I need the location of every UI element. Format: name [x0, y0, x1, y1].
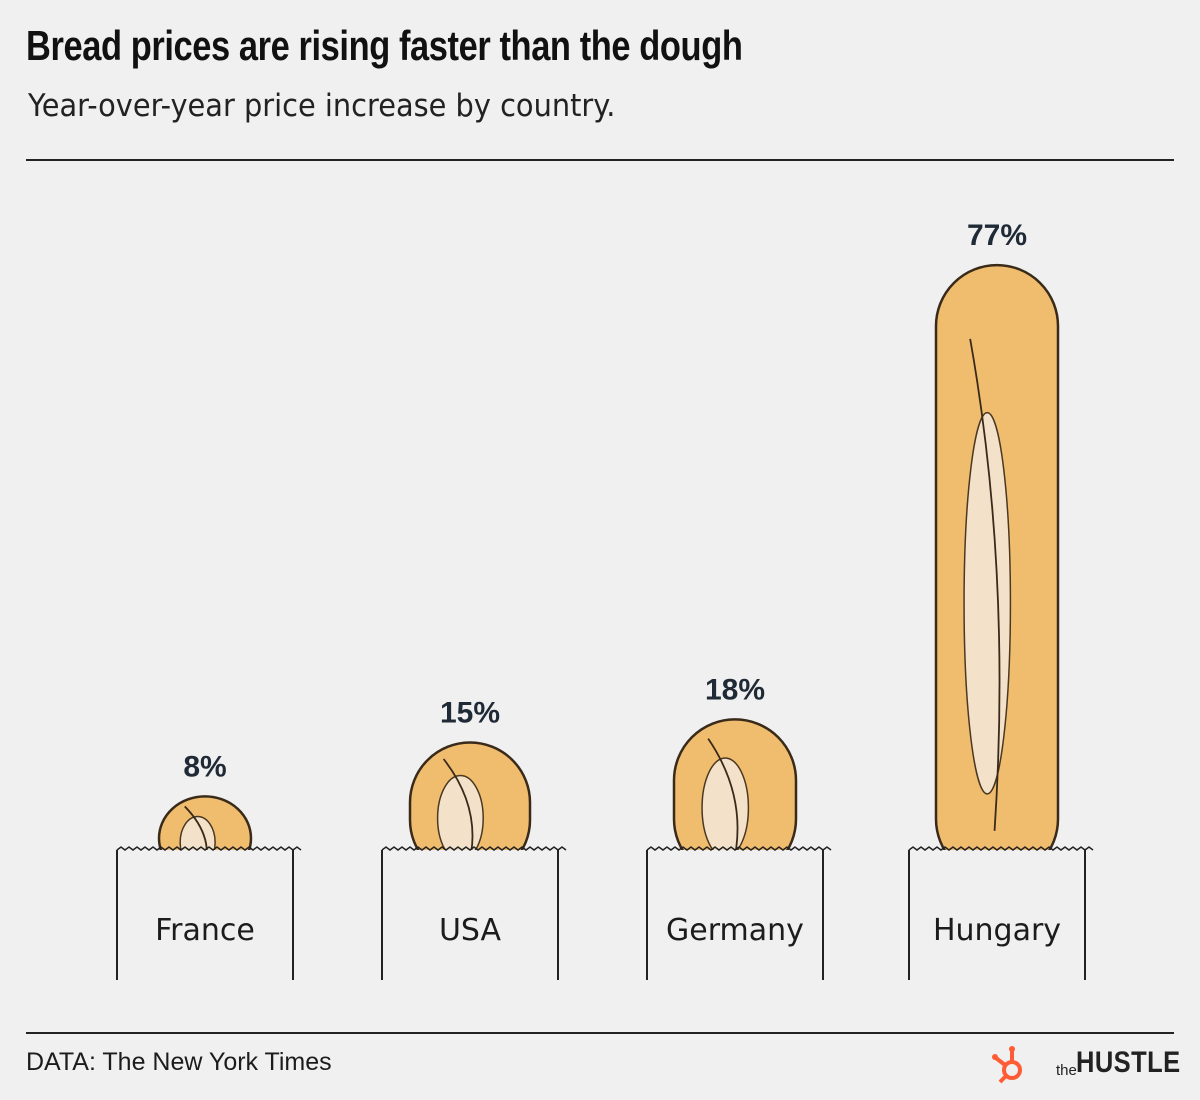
paper-bag-fill: [647, 850, 823, 980]
category-label: France: [155, 913, 255, 948]
paper-bag-edge: [908, 846, 1094, 851]
logo-the: the: [1056, 1062, 1077, 1079]
logo-hustle: HUSTLE: [1076, 1046, 1181, 1079]
paper-bag-fill: [117, 850, 293, 980]
paper-bag-edge: [116, 846, 302, 851]
paper-bag-edge: [381, 846, 567, 851]
paper-bag-fill: [909, 850, 1085, 980]
bread-crumb: [963, 411, 1012, 795]
bread-bar: 18% Germany: [646, 673, 832, 980]
bread-score: [969, 338, 1001, 831]
paper-bag-sides: [646, 850, 824, 980]
category-label: Hungary: [933, 913, 1061, 948]
category-label: USA: [439, 913, 502, 948]
top-divider: [26, 159, 1174, 161]
value-label: 77%: [967, 219, 1027, 252]
paper-bag-edge: [646, 846, 832, 851]
hubspot-sprocket-icon: [992, 1046, 1022, 1084]
value-label: 15%: [440, 697, 500, 730]
bread-bar: 8% France: [116, 750, 302, 980]
hustle-logo: the HUSTLE: [990, 1040, 1180, 1086]
source-note: DATA: The New York Times: [26, 1048, 332, 1076]
bread-chart: 8% France 15% USA 18% Germany 77% Hungary: [116, 219, 1094, 980]
bottom-divider: [26, 1032, 1174, 1034]
paper-bag-sides: [116, 850, 294, 980]
bread-bar: 77% Hungary: [908, 219, 1094, 980]
paper-bag-sides: [381, 850, 559, 980]
value-label: 8%: [183, 750, 226, 783]
chart-subtitle: Year-over-year price increase by country…: [28, 88, 616, 124]
category-label: Germany: [666, 913, 804, 948]
value-label: 18%: [705, 673, 765, 706]
bread-bar: 15% USA: [381, 697, 567, 980]
paper-bag-sides: [908, 850, 1086, 980]
chart-title: Bread prices are rising faster than the …: [26, 22, 743, 69]
bread-crumb: [701, 757, 750, 859]
paper-bag-fill: [382, 850, 558, 980]
